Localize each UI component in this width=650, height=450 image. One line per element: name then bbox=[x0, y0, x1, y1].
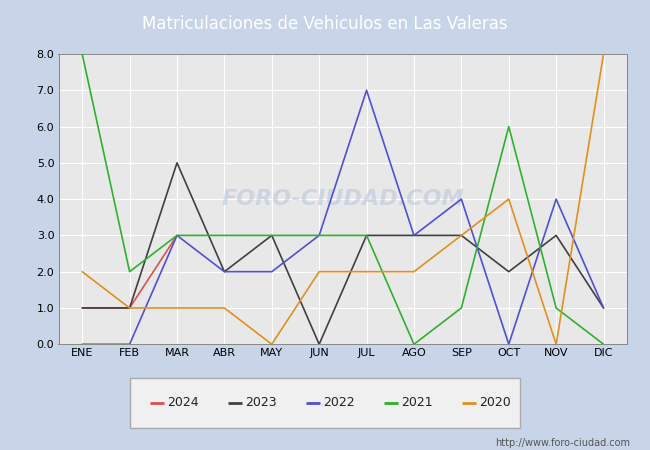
Text: 2022: 2022 bbox=[322, 396, 354, 409]
Text: 2020: 2020 bbox=[478, 396, 510, 409]
Text: 2023: 2023 bbox=[244, 396, 276, 409]
Text: Matriculaciones de Vehiculos en Las Valeras: Matriculaciones de Vehiculos en Las Vale… bbox=[142, 14, 508, 33]
FancyBboxPatch shape bbox=[130, 378, 520, 428]
Text: http://www.foro-ciudad.com: http://www.foro-ciudad.com bbox=[495, 438, 630, 448]
Text: 2024: 2024 bbox=[166, 396, 198, 409]
Text: FORO-CIUDAD.COM: FORO-CIUDAD.COM bbox=[222, 189, 464, 209]
Text: 2021: 2021 bbox=[400, 396, 432, 409]
